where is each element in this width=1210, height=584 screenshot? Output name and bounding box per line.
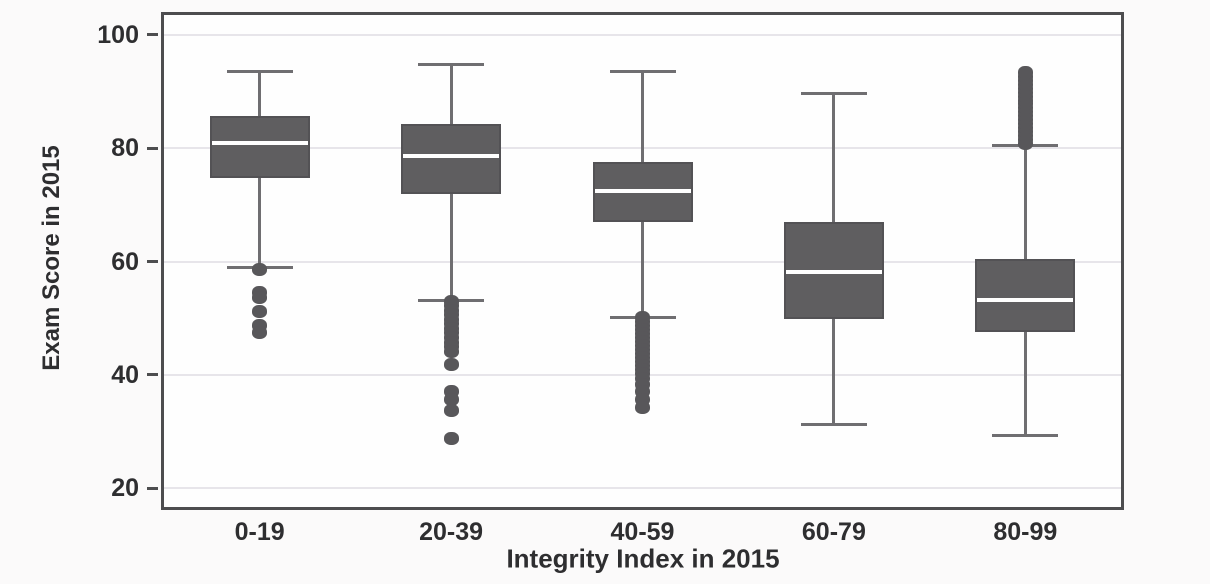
lower-whisker-stem — [449, 194, 453, 301]
outlier-dot — [443, 392, 459, 406]
upper-whisker-cap — [418, 62, 485, 66]
outlier-dot — [443, 344, 459, 358]
plot-area — [161, 12, 1124, 510]
y-tick-mark-20 — [147, 486, 158, 490]
iqr-box — [401, 124, 502, 195]
median-line — [785, 269, 882, 274]
x-tick-label-40-59: 40-59 — [610, 518, 675, 546]
y-tick-label-100: 100 — [97, 20, 139, 49]
outlier-dot — [443, 358, 459, 372]
upper-whisker-cap — [226, 70, 293, 74]
median-line — [403, 154, 500, 159]
outlier-dot — [635, 400, 650, 414]
upper-whisker-stem — [1023, 145, 1027, 259]
y-tick-label-60: 60 — [111, 247, 139, 276]
y-tick-mark-80 — [147, 146, 158, 150]
x-tick-label-80-99: 80-99 — [993, 518, 1058, 546]
y-tick-label-40: 40 — [111, 360, 139, 389]
iqr-box — [975, 258, 1076, 332]
median-line — [594, 188, 691, 193]
x-tick-label-0-19: 0-19 — [234, 518, 285, 546]
outlier-dot — [252, 291, 268, 305]
outlier-dot — [252, 304, 268, 318]
plot-canvas — [164, 15, 1121, 507]
x-tick-label-60-79: 60-79 — [801, 518, 866, 546]
median-line — [977, 297, 1074, 302]
outlier-dot — [252, 263, 268, 276]
y-tick-mark-100 — [147, 33, 158, 37]
iqr-box — [209, 115, 310, 178]
upper-whisker-cap — [609, 69, 676, 73]
lower-whisker-cap — [992, 434, 1059, 438]
outlier-dot — [1017, 65, 1033, 79]
upper-whisker-cap — [800, 92, 867, 96]
x-tick-label-20-39: 20-39 — [419, 518, 484, 546]
median-line — [211, 141, 308, 146]
outlier-dot — [443, 432, 459, 446]
outlier-dot — [443, 403, 459, 417]
y-axis-title: Exam Score in 2015 — [38, 145, 65, 371]
x-axis-title: Integrity Index in 2015 — [506, 543, 780, 574]
upper-whisker-stem — [832, 93, 836, 223]
y-tick-label-20: 20 — [111, 474, 139, 503]
y-tick-mark-60 — [147, 260, 158, 264]
lower-whisker-stem — [258, 177, 262, 268]
y-tick-label-80: 80 — [111, 134, 139, 163]
gridline-100 — [164, 33, 1121, 36]
y-tick-mark-40 — [147, 373, 158, 377]
lower-whisker-stem — [832, 319, 836, 425]
lower-whisker-stem — [641, 222, 644, 318]
upper-whisker-stem — [258, 71, 262, 116]
gridline-20 — [164, 487, 1121, 490]
lower-whisker-stem — [1023, 331, 1027, 436]
upper-whisker-stem — [641, 71, 644, 163]
outlier-dot — [252, 325, 268, 339]
upper-whisker-stem — [449, 64, 453, 125]
lower-whisker-cap — [800, 423, 867, 427]
